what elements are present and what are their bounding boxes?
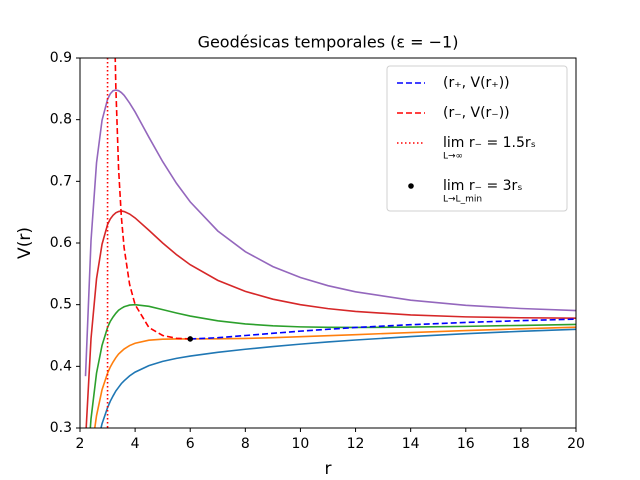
x-tick-label: 18 — [512, 436, 530, 452]
chart-title: Geodésicas temporales (ε = −1) — [198, 33, 459, 52]
x-tick-label: 16 — [457, 436, 475, 452]
y-axis-label: V(r) — [15, 227, 35, 259]
x-tick-label: 12 — [347, 436, 365, 452]
y-tick-label: 0.8 — [50, 112, 72, 128]
x-axis-label: r — [325, 459, 332, 479]
axes: 2 4 6 8 10 12 14 16 18 20 0.3 0.4 0.5 0.6 0.7 0.8 0.9 — [50, 50, 585, 452]
legend-label: lim r₋ = 1.5rₛ — [443, 135, 536, 151]
y-tick-label: 0.7 — [50, 173, 72, 189]
legend-label: (r₊, V(r₊)) — [443, 75, 510, 91]
legend-swatch — [408, 183, 414, 189]
extremum-curve — [114, 58, 191, 340]
potential-curve — [93, 326, 576, 428]
x-tick-label: 14 — [402, 436, 420, 452]
y-tick-label: 0.6 — [50, 235, 72, 251]
potential-curve — [84, 89, 576, 377]
legend-label: lim r₋ = 3rₛ — [443, 178, 523, 194]
y-tick-label: 0.4 — [50, 358, 72, 374]
potential-curve — [100, 328, 576, 428]
legend-label: (r₋, V(r₋)) — [443, 105, 510, 121]
limit-point — [187, 336, 194, 342]
x-tick-label: 10 — [292, 436, 310, 452]
y-tick-label: 0.3 — [50, 420, 72, 436]
plot-area — [84, 58, 576, 428]
extremum-curve — [190, 318, 576, 340]
legend-box — [386, 65, 568, 212]
legend-label-subscript: L→L_min — [443, 195, 482, 205]
x-tick-label: 20 — [567, 436, 585, 452]
x-tick-label: 8 — [241, 436, 250, 452]
y-tick-label: 0.5 — [50, 297, 72, 313]
x-tick-label: 6 — [186, 436, 195, 452]
x-tick-label: 2 — [76, 436, 85, 452]
potential-curve — [85, 210, 576, 428]
x-tick-label: 4 — [131, 436, 140, 452]
legend-label-subscript: L→∞ — [443, 152, 463, 162]
y-tick-label: 0.9 — [50, 50, 72, 66]
